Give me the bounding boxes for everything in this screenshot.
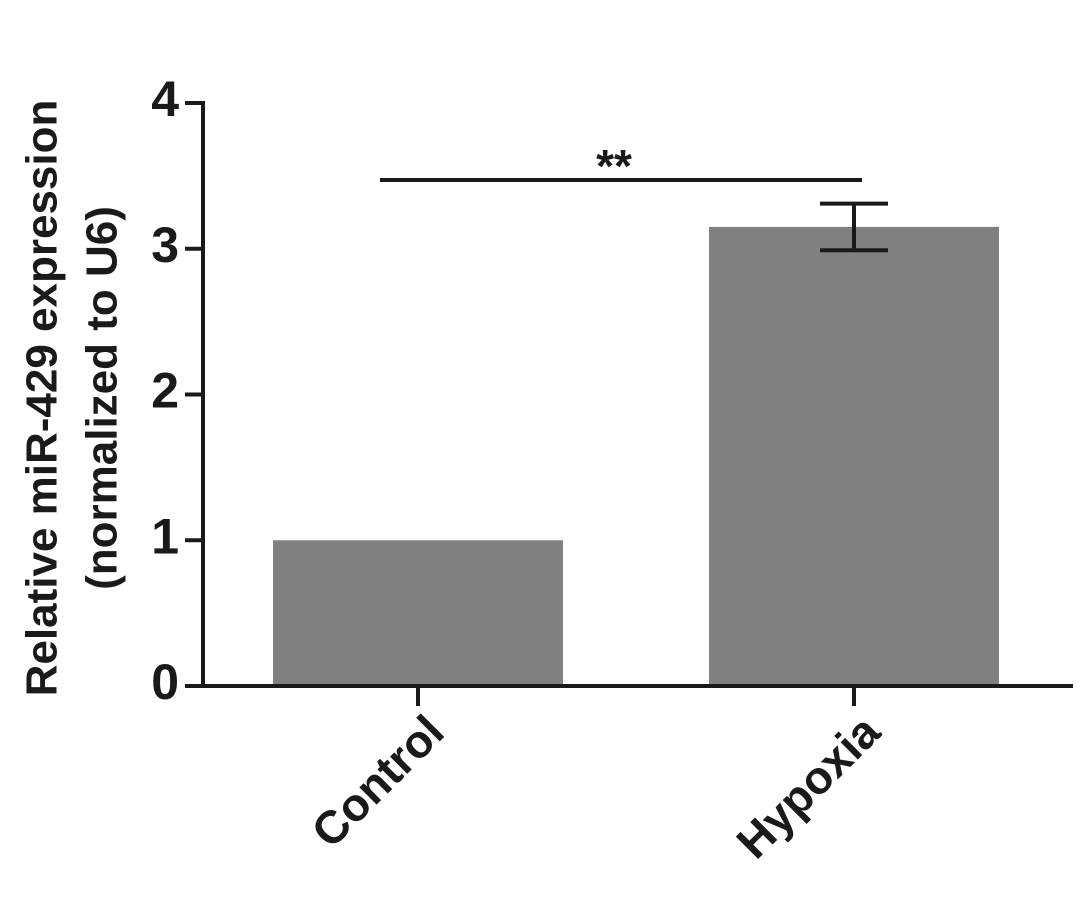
x-tick-label: Control: [301, 705, 453, 857]
y-axis-label: Relative miR-429 expression: [18, 100, 67, 697]
y-tick-label: 4: [151, 71, 179, 127]
bar: [709, 226, 999, 686]
y-tick-label: 1: [151, 508, 179, 564]
y-tick-label: 3: [151, 217, 179, 273]
y-tick-label: 0: [151, 654, 179, 710]
significance-label: **: [596, 140, 632, 192]
bar: [273, 540, 563, 686]
y-tick-label: 2: [151, 363, 179, 419]
y-axis-label: (normalized to U6): [78, 206, 127, 590]
x-tick-label: Hypoxia: [726, 705, 890, 869]
